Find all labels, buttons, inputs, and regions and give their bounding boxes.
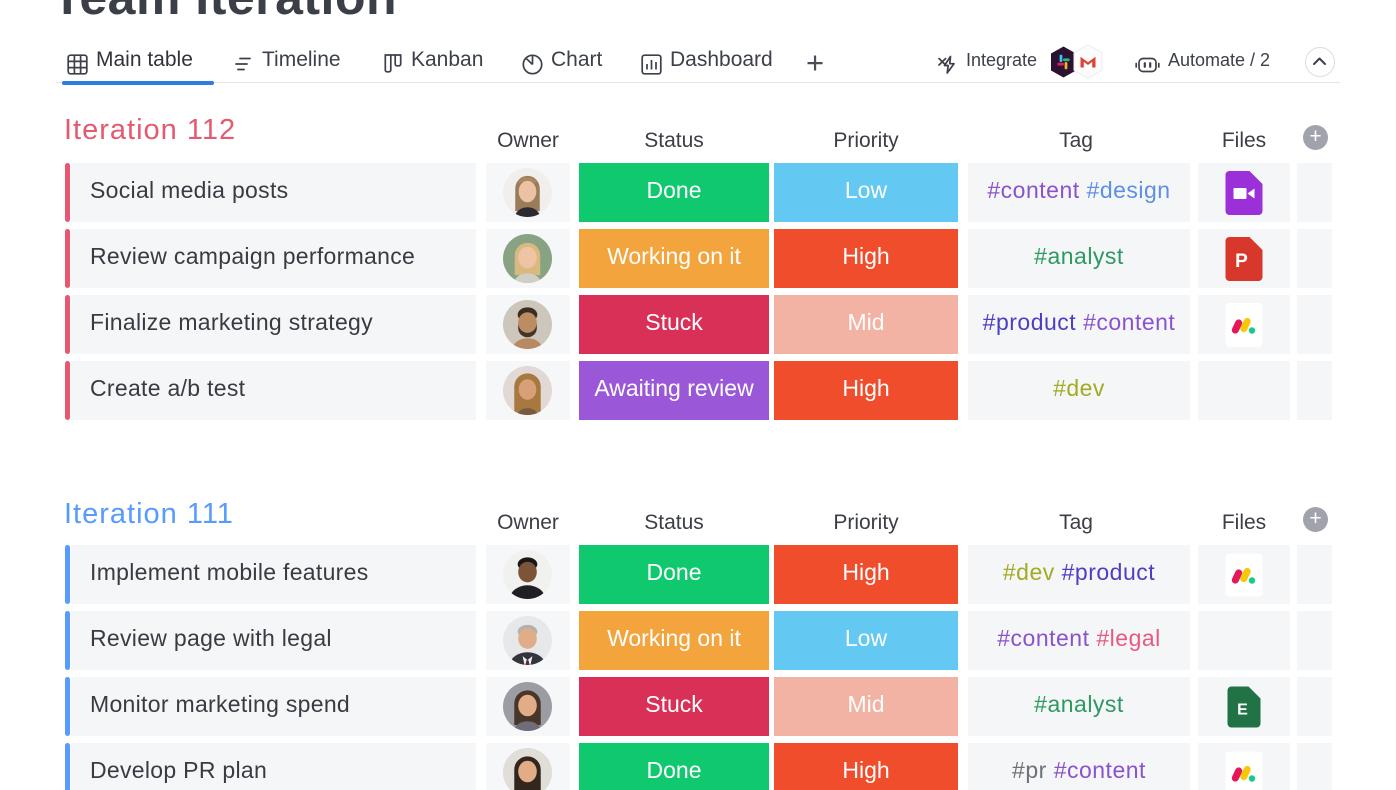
- svg-text:E: E: [1237, 701, 1248, 718]
- svg-text:P: P: [1235, 251, 1248, 272]
